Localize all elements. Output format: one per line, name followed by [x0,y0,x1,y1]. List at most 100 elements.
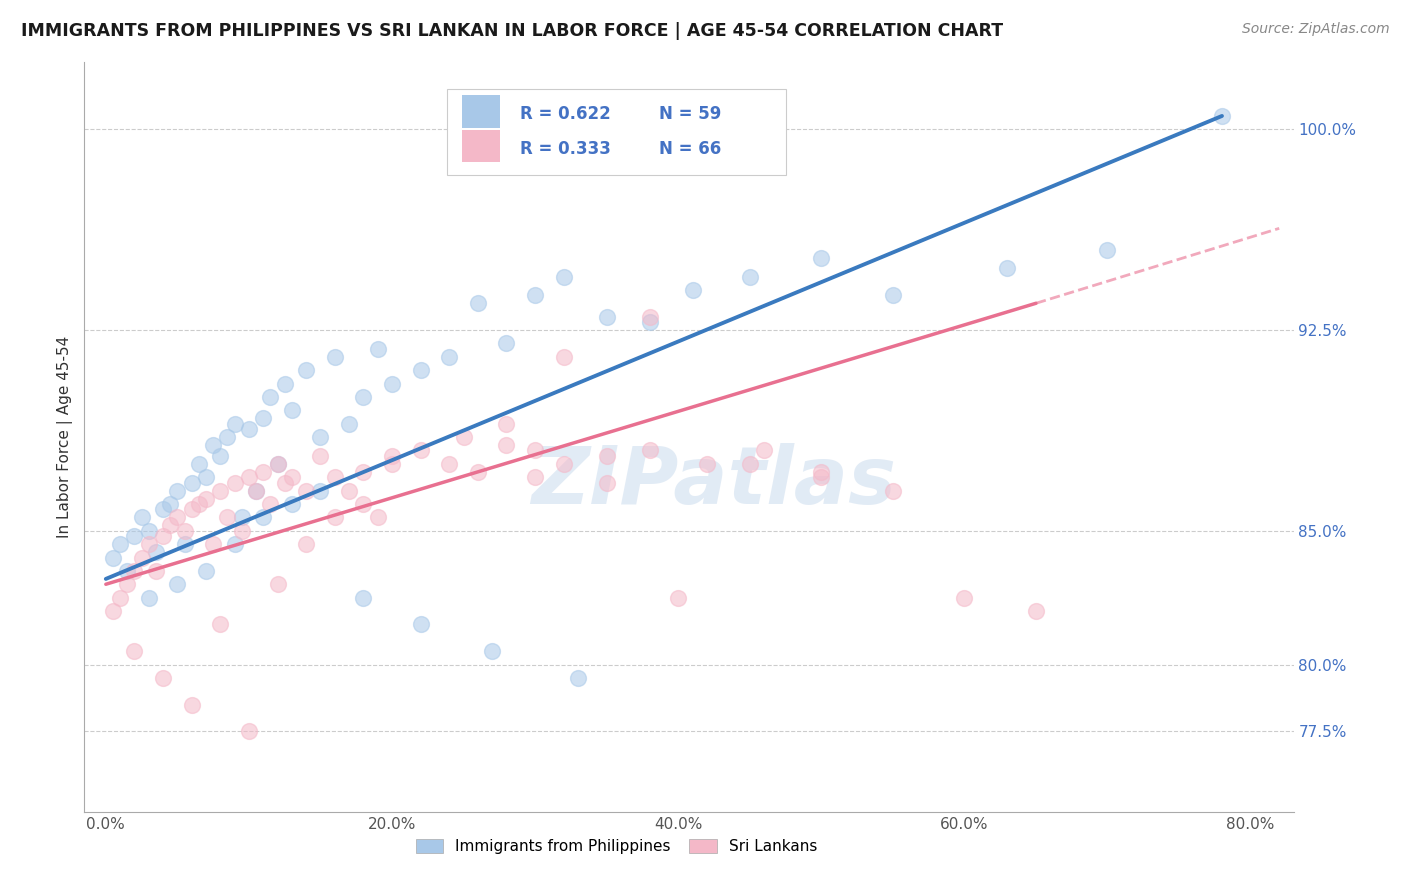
Immigrants from Philippines [117,564,139,578]
Sri Lankans [352,497,374,511]
Sri Lankans [810,470,832,484]
Immigrants from Philippines [273,376,295,391]
Sri Lankans [752,443,775,458]
Text: IMMIGRANTS FROM PHILIPPINES VS SRI LANKAN IN LABOR FORCE | AGE 45-54 CORRELATION: IMMIGRANTS FROM PHILIPPINES VS SRI LANKA… [21,22,1004,40]
Immigrants from Philippines [238,422,260,436]
Immigrants from Philippines [138,524,160,538]
Immigrants from Philippines [152,502,174,516]
Sri Lankans [266,577,288,591]
Immigrants from Philippines [195,470,218,484]
Sri Lankans [180,502,202,516]
Sri Lankans [367,510,389,524]
Sri Lankans [467,465,489,479]
Immigrants from Philippines [409,617,432,632]
Sri Lankans [882,483,904,498]
Sri Lankans [337,483,360,498]
Sri Lankans [259,497,281,511]
Sri Lankans [101,604,124,618]
Sri Lankans [209,617,232,632]
Text: Source: ZipAtlas.com: Source: ZipAtlas.com [1241,22,1389,37]
Sri Lankans [238,470,260,484]
Sri Lankans [131,550,153,565]
Immigrants from Philippines [159,497,181,511]
Legend: Immigrants from Philippines, Sri Lankans: Immigrants from Philippines, Sri Lankans [409,833,824,860]
Sri Lankans [553,350,575,364]
Immigrants from Philippines [567,671,589,685]
Immigrants from Philippines [352,390,374,404]
Immigrants from Philippines [381,376,404,391]
Immigrants from Philippines [810,251,832,265]
Sri Lankans [245,483,267,498]
Sri Lankans [124,644,146,658]
Immigrants from Philippines [281,403,304,417]
Immigrants from Philippines [202,438,225,452]
Immigrants from Philippines [553,269,575,284]
Text: R = 0.333: R = 0.333 [520,140,610,158]
Text: N = 59: N = 59 [659,105,721,123]
Y-axis label: In Labor Force | Age 45-54: In Labor Force | Age 45-54 [58,336,73,538]
Sri Lankans [209,483,232,498]
Sri Lankans [266,457,288,471]
Sri Lankans [1025,604,1047,618]
Immigrants from Philippines [231,510,253,524]
Immigrants from Philippines [882,288,904,302]
Sri Lankans [810,465,832,479]
Sri Lankans [953,591,976,605]
Sri Lankans [108,591,131,605]
Sri Lankans [138,537,160,551]
Text: ZIPatlas: ZIPatlas [530,443,896,521]
Immigrants from Philippines [367,342,389,356]
Sri Lankans [453,430,475,444]
Sri Lankans [152,671,174,685]
Sri Lankans [252,465,274,479]
Sri Lankans [495,438,517,452]
Sri Lankans [217,510,239,524]
Sri Lankans [180,698,202,712]
Immigrants from Philippines [252,411,274,425]
Immigrants from Philippines [352,591,374,605]
Immigrants from Philippines [309,483,332,498]
Immigrants from Philippines [995,261,1018,276]
Sri Lankans [166,510,188,524]
Sri Lankans [173,524,195,538]
Sri Lankans [159,518,181,533]
Sri Lankans [439,457,461,471]
Immigrants from Philippines [1097,243,1119,257]
Immigrants from Philippines [266,457,288,471]
Immigrants from Philippines [738,269,761,284]
Sri Lankans [666,591,689,605]
Sri Lankans [295,537,318,551]
Sri Lankans [273,475,295,490]
Immigrants from Philippines [187,457,209,471]
Immigrants from Philippines [224,537,246,551]
Sri Lankans [638,310,661,324]
Sri Lankans [231,524,253,538]
Sri Lankans [124,564,146,578]
Immigrants from Philippines [217,430,239,444]
Sri Lankans [323,470,346,484]
Immigrants from Philippines [252,510,274,524]
Sri Lankans [238,724,260,739]
Immigrants from Philippines [145,545,167,559]
Immigrants from Philippines [439,350,461,364]
Immigrants from Philippines [166,483,188,498]
Immigrants from Philippines [309,430,332,444]
Sri Lankans [638,443,661,458]
Immigrants from Philippines [295,363,318,377]
Sri Lankans [381,449,404,463]
Sri Lankans [381,457,404,471]
Sri Lankans [323,510,346,524]
Immigrants from Philippines [495,336,517,351]
Immigrants from Philippines [131,510,153,524]
Sri Lankans [495,417,517,431]
FancyBboxPatch shape [461,95,501,128]
Sri Lankans [595,449,617,463]
Sri Lankans [524,443,547,458]
Immigrants from Philippines [166,577,188,591]
Immigrants from Philippines [124,529,146,543]
FancyBboxPatch shape [447,88,786,175]
Immigrants from Philippines [245,483,267,498]
Immigrants from Philippines [1211,109,1233,123]
Immigrants from Philippines [180,475,202,490]
Immigrants from Philippines [524,288,547,302]
